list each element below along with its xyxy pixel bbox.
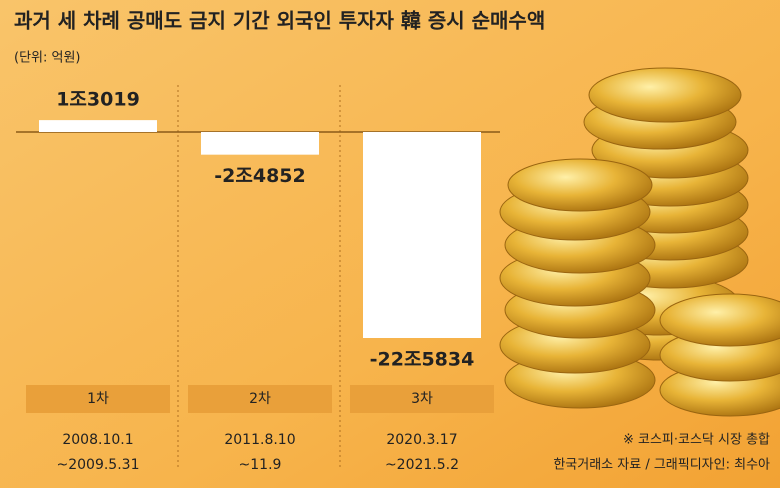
- source: 한국거래소 자료 / 그래픽디자인: 최수아: [553, 458, 770, 473]
- period-end: ~11.9: [239, 457, 282, 473]
- bar: [39, 120, 157, 132]
- period-start: 2008.10.1: [62, 432, 133, 448]
- bar: [363, 132, 481, 338]
- coins-illustration: [499, 67, 780, 417]
- value-label: 1조3019: [56, 89, 140, 111]
- chart-title: 과거 세 차례 공매도 금지 기간 외국인 투자자 韓 증시 순매수액: [14, 9, 545, 33]
- value-label: -2조4852: [214, 165, 305, 187]
- category-label: 1차: [87, 391, 109, 407]
- period-start: 2011.8.10: [224, 432, 295, 448]
- category-label: 2차: [249, 391, 271, 407]
- unit-label: (단위: 억원): [14, 51, 81, 66]
- category-label: 3차: [411, 391, 433, 407]
- period-end: ~2021.5.2: [385, 457, 459, 473]
- value-label: -22조5834: [370, 349, 475, 371]
- period-end: ~2009.5.31: [57, 457, 140, 473]
- category-box: [26, 385, 170, 413]
- category-box: [188, 385, 332, 413]
- bar: [201, 132, 319, 155]
- category-box: [350, 385, 494, 413]
- note: ※ 코스피·코스닥 시장 총합: [623, 433, 770, 448]
- period-start: 2020.3.17: [386, 432, 457, 448]
